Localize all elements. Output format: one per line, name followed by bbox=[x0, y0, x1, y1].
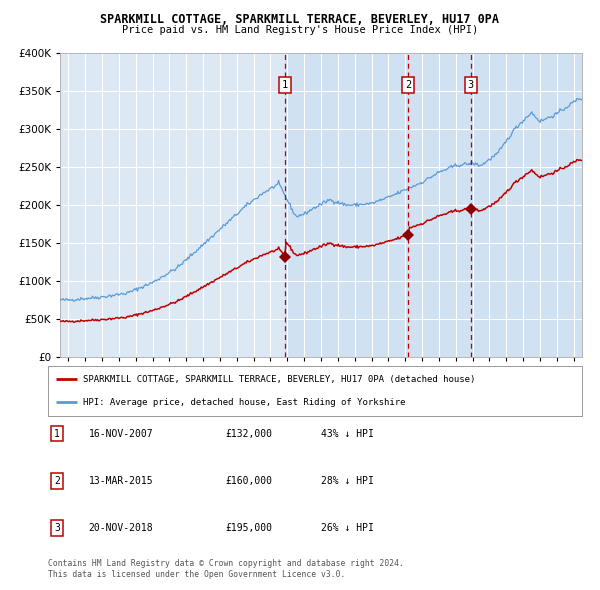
Text: 1: 1 bbox=[282, 80, 289, 90]
Text: 1: 1 bbox=[54, 429, 60, 438]
Text: 2: 2 bbox=[405, 80, 412, 90]
Text: 20-NOV-2018: 20-NOV-2018 bbox=[89, 523, 154, 533]
Text: HPI: Average price, detached house, East Riding of Yorkshire: HPI: Average price, detached house, East… bbox=[83, 398, 405, 407]
Text: 3: 3 bbox=[467, 80, 474, 90]
Text: 13-MAR-2015: 13-MAR-2015 bbox=[89, 476, 154, 486]
Text: £195,000: £195,000 bbox=[225, 523, 272, 533]
Text: 3: 3 bbox=[54, 523, 60, 533]
Text: This data is licensed under the Open Government Licence v3.0.: This data is licensed under the Open Gov… bbox=[48, 571, 346, 579]
Text: Price paid vs. HM Land Registry's House Price Index (HPI): Price paid vs. HM Land Registry's House … bbox=[122, 25, 478, 35]
Text: £160,000: £160,000 bbox=[225, 476, 272, 486]
Text: 26% ↓ HPI: 26% ↓ HPI bbox=[321, 523, 374, 533]
Text: 2: 2 bbox=[54, 476, 60, 486]
Text: SPARKMILL COTTAGE, SPARKMILL TERRACE, BEVERLEY, HU17 0PA: SPARKMILL COTTAGE, SPARKMILL TERRACE, BE… bbox=[101, 13, 499, 26]
Bar bbox=[286, 53, 582, 357]
Text: 16-NOV-2007: 16-NOV-2007 bbox=[89, 429, 154, 438]
Text: 28% ↓ HPI: 28% ↓ HPI bbox=[321, 476, 374, 486]
Text: Contains HM Land Registry data © Crown copyright and database right 2024.: Contains HM Land Registry data © Crown c… bbox=[48, 559, 404, 568]
Text: SPARKMILL COTTAGE, SPARKMILL TERRACE, BEVERLEY, HU17 0PA (detached house): SPARKMILL COTTAGE, SPARKMILL TERRACE, BE… bbox=[83, 375, 475, 384]
Text: 43% ↓ HPI: 43% ↓ HPI bbox=[321, 429, 374, 438]
Text: £132,000: £132,000 bbox=[225, 429, 272, 438]
